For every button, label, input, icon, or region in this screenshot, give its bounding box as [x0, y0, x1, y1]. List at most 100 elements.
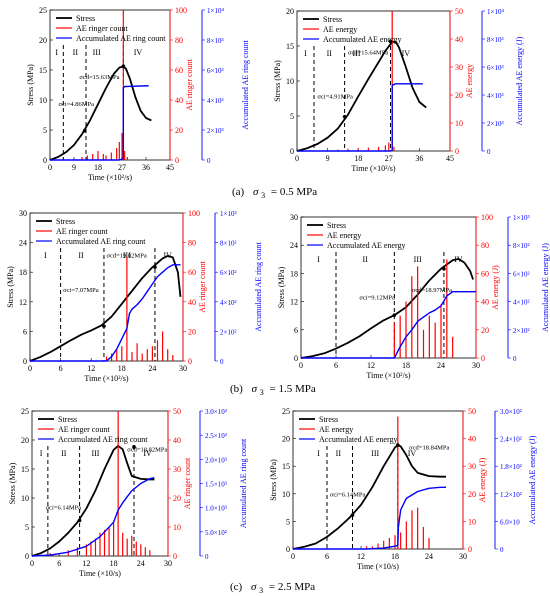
caption-c: (c) σ 3 = 2.5 MPa — [230, 581, 315, 596]
y3-tick-label: 6×10³ — [487, 64, 504, 72]
y2-tick-label: 20 — [468, 490, 476, 499]
y-tick-label: 20 — [21, 436, 29, 445]
y3-tick-label: 4×10³ — [207, 97, 224, 105]
accumulated-ae-line — [293, 486, 446, 550]
legend-label: Accumulated AE energy — [319, 435, 398, 444]
x-tick-label: 0 — [48, 163, 52, 172]
x-tick-label: 36 — [415, 154, 423, 163]
threshold-point — [388, 39, 393, 44]
threshold-point — [396, 443, 400, 447]
threshold-label: σcd=18.97MPa — [412, 287, 452, 294]
y2-tick-label: 40 — [468, 435, 476, 444]
x-tick-label: 45 — [166, 163, 174, 172]
x-tick-label: 12 — [82, 559, 90, 568]
y2-tick-label: 60 — [175, 66, 183, 75]
y-tick-label: 5 — [43, 126, 47, 135]
x-tick-label: 0 — [28, 364, 32, 373]
caption-c-sub: 3 — [259, 586, 263, 595]
y-tick-label: 25 — [21, 407, 29, 416]
y3-axis-label: Accumulated AE energy (J) — [515, 36, 524, 125]
y-tick-label: 5 — [25, 523, 29, 532]
y3-tick-label: 5.0×10² — [205, 529, 227, 537]
y3-axis-label: Accumulated AE ring count — [254, 241, 263, 331]
y2-tick-label: 80 — [175, 36, 183, 45]
stage-label: II — [327, 49, 333, 58]
y2-axis-label: AE ringer count — [185, 58, 194, 110]
y-tick-label: 5 — [286, 517, 290, 526]
y3-tick-label: 6×10² — [513, 270, 530, 278]
y-tick-label: 18 — [19, 268, 27, 277]
stage-label: III — [414, 255, 422, 264]
y3-tick-label: 2.0×10³ — [205, 456, 227, 464]
y2-tick-label: 30 — [173, 465, 181, 474]
y2-tick-label: 80 — [481, 241, 489, 250]
y3-tick-label: 1×10³ — [513, 214, 530, 222]
x-tick-label: 12 — [87, 364, 95, 373]
threshold-label: σci=6.14MPa — [330, 492, 366, 499]
y2-tick-label: 0 — [175, 156, 179, 165]
y2-tick-label: 20 — [455, 91, 463, 100]
caption-a: (a) σ 3 = 0.5 MPa — [232, 186, 317, 201]
legend-label: AE ringer count — [58, 425, 110, 434]
y3-tick-label: 1×10⁴ — [207, 7, 224, 15]
accumulated-ae-line — [297, 83, 423, 152]
threshold-point — [82, 129, 87, 133]
y-axis-label: Stress (MPa) — [273, 60, 282, 102]
y3-tick-label: 0 — [205, 553, 209, 561]
x-tick-label: 18 — [118, 364, 126, 373]
y2-tick-label: 0 — [455, 147, 459, 156]
x-tick-label: 30 — [459, 552, 467, 561]
caption-b: (b) σ 3 = 1.5 MPa — [230, 383, 316, 398]
threshold-label: σcd=19.02MPa — [107, 252, 147, 259]
stress-line — [296, 40, 427, 152]
x-tick-label: 18 — [391, 552, 399, 561]
y-tick-label: 20 — [282, 435, 290, 444]
legend-label: AE energy — [327, 231, 361, 240]
stage-label: I — [55, 48, 58, 57]
y-tick-label: 15 — [39, 66, 47, 75]
y-tick-label: 0 — [23, 357, 27, 366]
y-tick-label: 0 — [286, 545, 290, 554]
stress-line — [31, 444, 155, 557]
x-tick-label: 27 — [118, 163, 126, 172]
stage-label: IV — [408, 449, 417, 458]
accumulated-ae-line — [301, 291, 476, 359]
y-tick-label: 0 — [25, 552, 29, 561]
y-tick-label: 15 — [21, 465, 29, 474]
y2-tick-label: 0 — [188, 357, 192, 366]
threshold-label: σci=9.12MPa — [359, 294, 395, 301]
y3-tick-label: 0 — [513, 355, 517, 363]
accumulated-ae-line — [50, 85, 149, 161]
threshold-point — [77, 518, 82, 523]
x-tick-label: 18 — [94, 163, 102, 172]
caption-c-rest: = 2.5 MPa — [269, 581, 315, 593]
x-tick-label: 18 — [354, 154, 362, 163]
stress-line — [29, 255, 182, 362]
legend-label: AE energy — [319, 425, 353, 434]
y-tick-label: 30 — [19, 209, 27, 218]
legend-label: Accumulated AE ring count — [56, 237, 146, 246]
y-tick-label: 24 — [290, 241, 298, 250]
legend-label: AE ringer count — [56, 227, 108, 236]
y-tick-label: 18 — [290, 269, 298, 278]
y2-tick-label: 40 — [481, 298, 489, 307]
y2-tick-label: 0 — [173, 552, 177, 561]
legend-label: Stress — [319, 415, 338, 424]
y2-tick-label: 30 — [468, 462, 476, 471]
stress-line — [292, 444, 446, 550]
x-tick-label: 27 — [385, 154, 393, 163]
y3-axis-label: Accumulated AE ring count — [239, 438, 248, 528]
threshold-label: σci=7.07MPa — [63, 287, 99, 294]
x-tick-label: 6 — [57, 559, 61, 568]
y-tick-label: 10 — [286, 77, 294, 86]
stage-label: II — [336, 449, 342, 458]
y2-tick-label: 50 — [455, 7, 463, 16]
legend-label: Stress — [56, 217, 75, 226]
stage-label: II — [61, 449, 67, 458]
x-tick-label: 0 — [295, 154, 299, 163]
threshold-label: σci=4.91MPa — [317, 94, 353, 101]
x-axis-label: Time (×10/s) — [357, 562, 399, 571]
threshold-point — [442, 267, 446, 271]
y-tick-label: 20 — [286, 7, 294, 16]
